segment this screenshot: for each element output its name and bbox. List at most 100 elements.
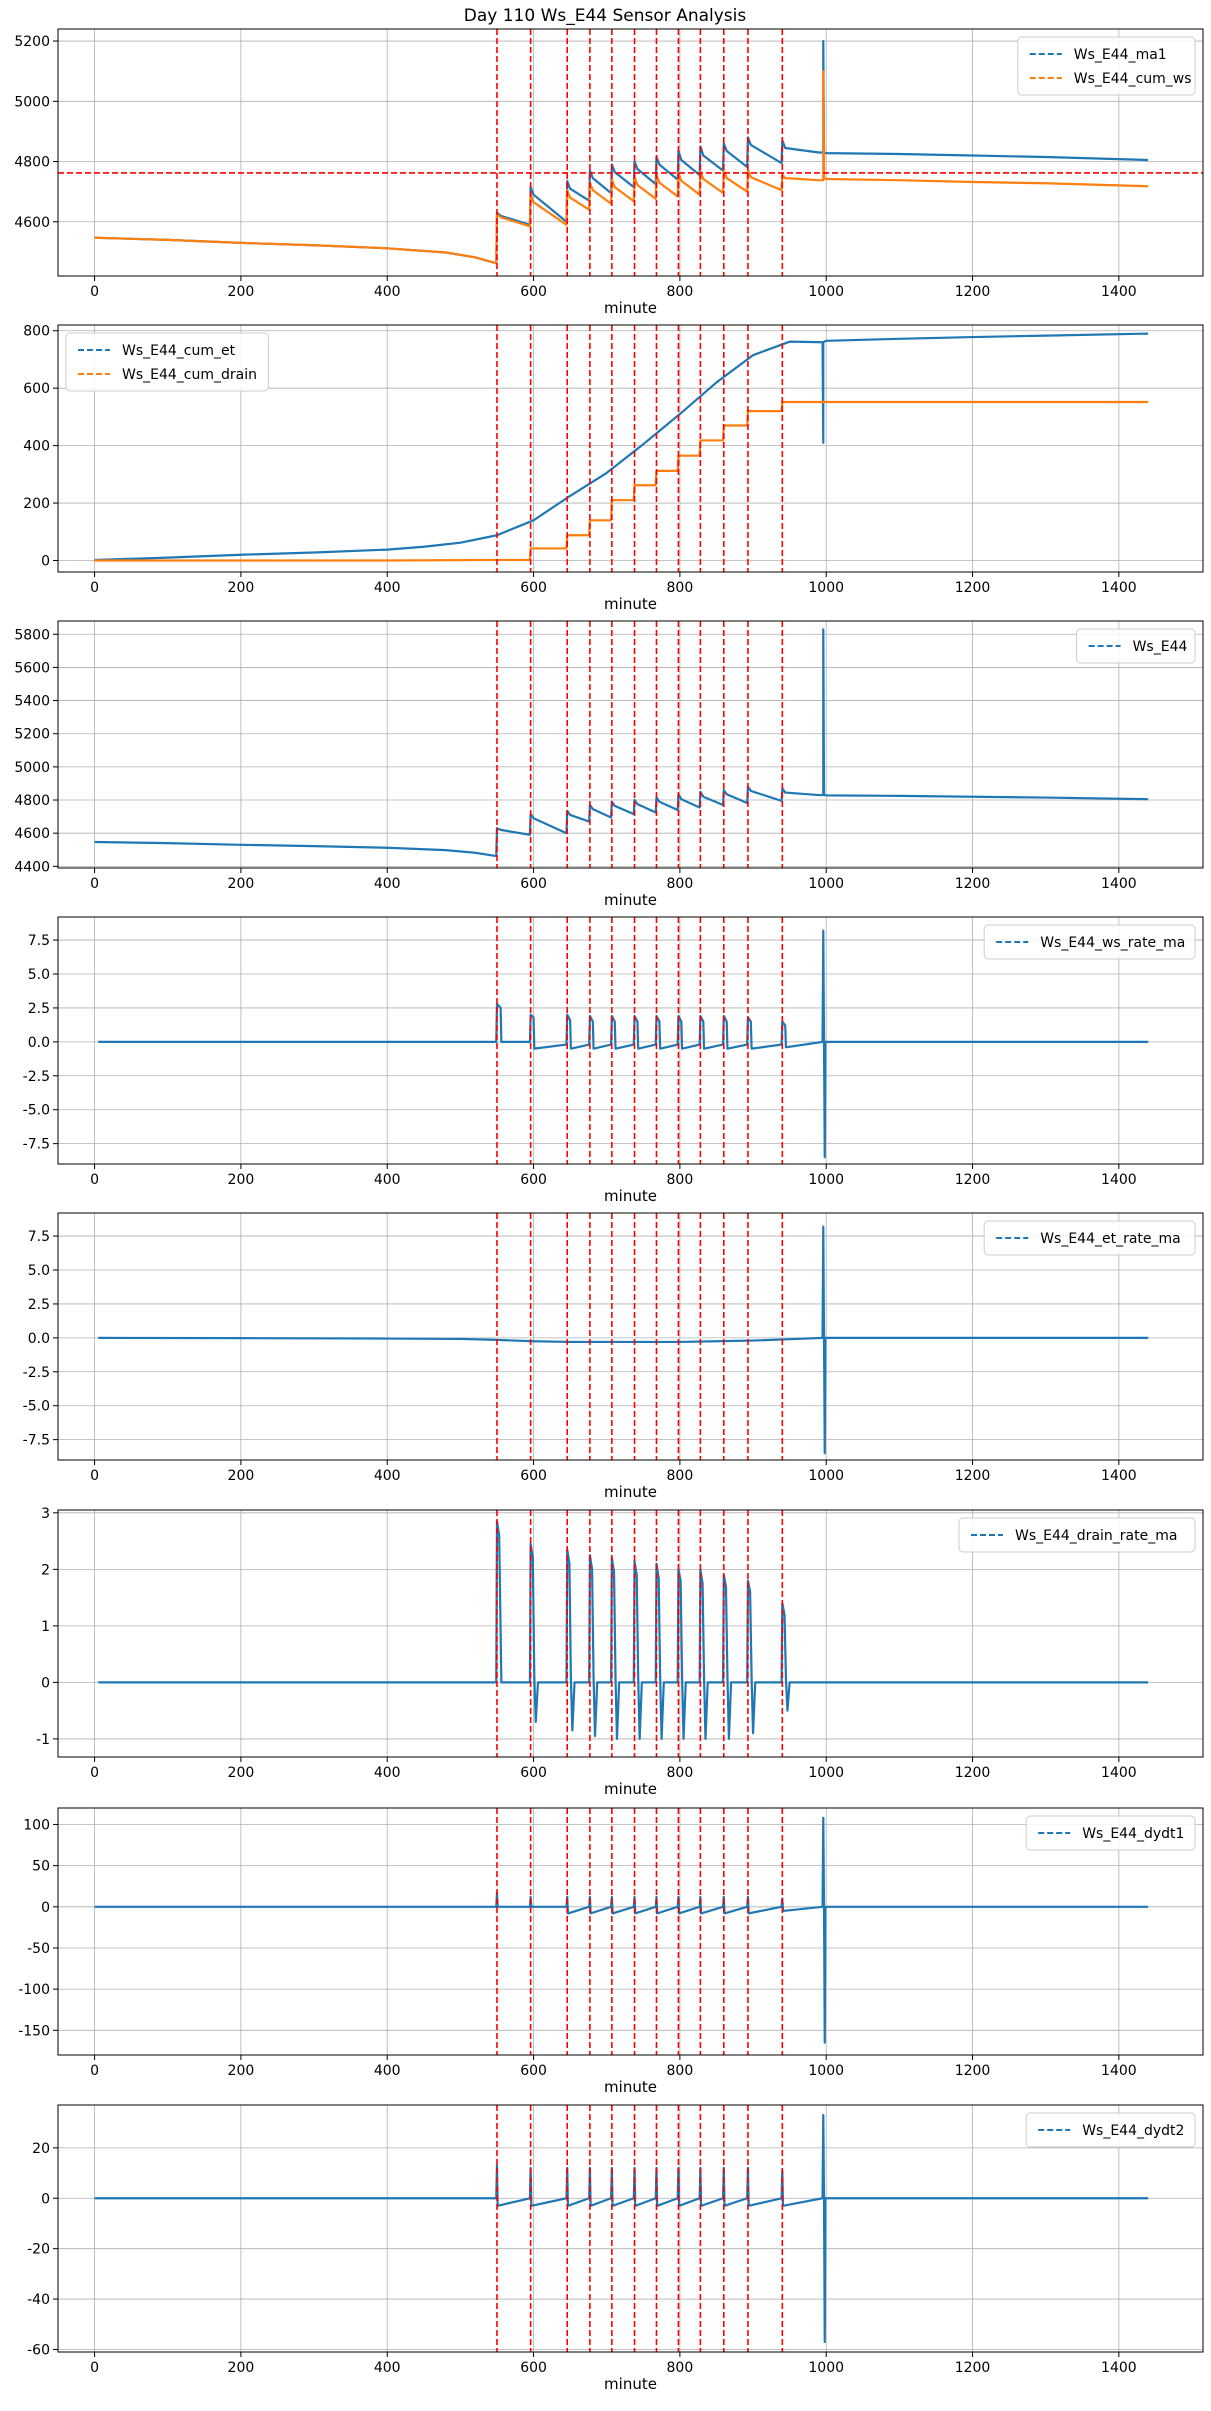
subplot-7: 0 200 400 600 800 1000 1200 1400 -150 -100 -50 0 50 1…: [18, 1807, 1204, 2096]
axes-frame: [57, 28, 1204, 277]
y-tick-label: 4800: [14, 793, 50, 809]
legend: Ws_E44: [1076, 628, 1196, 664]
x-tick-label: 0: [90, 1468, 99, 1484]
x-tick-label: 0: [90, 1172, 99, 1188]
legend-label: Ws_E44: [1133, 639, 1188, 655]
figure-title: Day 110 Ws_E44 Sensor Analysis: [464, 6, 747, 26]
y-tick-label: 7.5: [28, 933, 50, 949]
x-tick-label: 800: [667, 2063, 694, 2079]
y-tick-label: 5000: [14, 94, 50, 110]
legend-box: [1076, 628, 1196, 664]
x-axis-label: minute: [604, 1780, 657, 1798]
y-tick-label: -7.5: [23, 1137, 50, 1153]
x-tick-label: 1000: [808, 2063, 844, 2079]
y-tick-label: -50: [27, 1941, 50, 1957]
x-tick-label: 400: [374, 1765, 401, 1781]
legend-box: [983, 1220, 1196, 1256]
legend-label: Ws_E44_dydt2: [1082, 2123, 1184, 2139]
y-tick-label: -5.0: [23, 1399, 50, 1415]
legend-label: Ws_E44_cum_et: [122, 343, 236, 359]
series-line-Ws_E44_et_rate_ma: [98, 1225, 1149, 1455]
x-tick-label: 800: [667, 580, 694, 596]
x-tick-label: 1200: [955, 1765, 991, 1781]
x-tick-label: 400: [374, 1172, 401, 1188]
plot-area: [94, 1808, 1149, 2055]
x-tick-label: 200: [228, 1172, 255, 1188]
axes-frame: [57, 620, 1204, 869]
y-tick-label: -1: [36, 1732, 50, 1748]
x-tick-label: 0: [90, 284, 99, 300]
x-tick-label: 1000: [808, 1468, 844, 1484]
axes-frame: [57, 1509, 1204, 1758]
subplot-5: 0 200 400 600 800 1000 1200 1400 -7.5 -5.0 -2.5 0.0…: [23, 1212, 1204, 1501]
x-tick-label: 200: [228, 2360, 255, 2376]
y-tick-label: 20: [32, 2141, 50, 2157]
y-tick-label: -40: [27, 2292, 50, 2308]
legend: Ws_E44_dydt2: [1025, 2112, 1196, 2148]
x-tick-label: 800: [667, 876, 694, 892]
legend-box: [958, 1517, 1196, 1553]
subplot-8: 0 200 400 600 800 1000 1200 1400 -60 -40 -20 0 20 min…: [27, 2104, 1204, 2393]
axes-frame: [57, 1212, 1204, 1461]
x-tick-label: 600: [520, 284, 547, 300]
axes-frame: [57, 2104, 1204, 2353]
x-tick-label: 1000: [808, 876, 844, 892]
series-line-Ws_E44_cum_et: [94, 332, 1149, 562]
x-tick-label: 400: [374, 2360, 401, 2376]
subplot-3: 0 200 400 600 800 1000 1200 1400 4400 4600 4800 500…: [14, 620, 1204, 909]
x-tick-label: 600: [520, 2063, 547, 2079]
y-tick-label: -2.5: [23, 1069, 50, 1085]
x-tick-label: 400: [374, 2063, 401, 2079]
y-tick-label: -20: [27, 2242, 50, 2258]
x-tick-label: 200: [228, 1765, 255, 1781]
y-tick-label: 1: [41, 1619, 50, 1635]
x-tick-label: 1000: [808, 2360, 844, 2376]
plot-area: [94, 2105, 1149, 2352]
x-tick-label: 1200: [955, 1468, 991, 1484]
x-tick-label: 200: [228, 580, 255, 596]
subplot-2: 0 200 400 600 800 1000 1200 1400 0 200 400 600 800 mi…: [23, 324, 1204, 613]
legend-label: Ws_E44_ma1: [1074, 47, 1167, 63]
y-tick-label: 200: [23, 496, 50, 512]
x-axis-label: minute: [604, 299, 657, 317]
x-tick-label: 1400: [1101, 1468, 1137, 1484]
x-tick-label: 1400: [1101, 580, 1137, 596]
y-tick-label: -5.0: [23, 1103, 50, 1119]
legend-label: Ws_E44_dydt1: [1082, 1826, 1184, 1842]
x-tick-label: 800: [667, 1172, 694, 1188]
x-tick-label: 800: [667, 284, 694, 300]
y-tick-label: 4800: [14, 155, 50, 171]
x-tick-label: 200: [228, 2063, 255, 2079]
x-tick-label: 400: [374, 284, 401, 300]
y-tick-label: 3: [41, 1506, 50, 1522]
y-tick-label: 2.5: [28, 1297, 50, 1313]
plot-area: [98, 1510, 1149, 1757]
y-tick-label: 2: [41, 1562, 50, 1578]
y-tick-label: 100: [23, 1817, 50, 1833]
x-tick-label: 400: [374, 876, 401, 892]
series-line-Ws_E44_ma1: [94, 39, 1149, 265]
y-tick-label: 5200: [14, 727, 50, 743]
y-tick-label: 0: [41, 1675, 50, 1691]
legend: Ws_E44_et_rate_ma: [983, 1220, 1196, 1256]
y-tick-label: 5600: [14, 660, 50, 676]
x-tick-label: 200: [228, 876, 255, 892]
x-tick-label: 800: [667, 1765, 694, 1781]
x-tick-label: 0: [90, 1765, 99, 1781]
x-tick-label: 1400: [1101, 284, 1137, 300]
y-tick-label: 5400: [14, 694, 50, 710]
x-tick-label: 600: [520, 1172, 547, 1188]
x-tick-label: 400: [374, 1468, 401, 1484]
legend: Ws_E44_dydt1: [1025, 1815, 1196, 1851]
series-line-Ws_E44_ws_rate_ma: [98, 929, 1149, 1159]
plot-area: [58, 29, 1203, 276]
subplot-1: 0 200 400 600 800 1000 1200 1400 4600 4800 5000 520…: [14, 28, 1204, 317]
x-axis-label: minute: [604, 2375, 657, 2393]
y-tick-label: 5200: [14, 34, 50, 50]
series-line-Ws_E44_cum_drain: [94, 400, 1149, 562]
legend-label: Ws_E44_cum_ws: [1074, 71, 1192, 87]
x-tick-label: 1400: [1101, 2360, 1137, 2376]
y-tick-label: -60: [27, 2342, 50, 2358]
legend-box: [65, 332, 269, 392]
